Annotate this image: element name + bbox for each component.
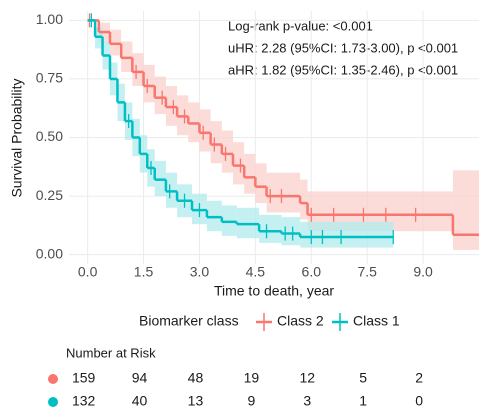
y-axis-label: Survival Probability [9,78,25,197]
risk-count: 159 [72,370,96,386]
ci-band [255,163,267,204]
ci-band [210,121,222,164]
y-tick-label: 1.00 [36,11,63,27]
x-axis-label: Time to death, year [214,283,334,299]
risk-count: 94 [132,370,148,386]
x-tick-label: 1.5 [134,264,154,280]
x-tick-label: 4.5 [246,264,266,280]
ci-band [259,214,282,243]
ci-band [244,153,256,194]
x-tick-label: 7.5 [357,264,377,280]
risk-count: 0 [415,393,423,409]
ci-band [281,217,301,246]
x-tick-label: 3.0 [190,264,210,280]
risk-group-marker [48,374,58,384]
risk-count: 2 [415,370,423,386]
x-tick-label: 0.0 [78,264,98,280]
risk-count: 40 [132,393,148,409]
ci-band [132,53,144,86]
ci-band [199,109,211,152]
ci-band [143,64,155,103]
risk-count: 3 [303,393,311,409]
risk-count: 132 [72,393,96,409]
ci-band [221,130,233,173]
risk-count: 5 [359,370,367,386]
legend-label: Class 1 [353,313,400,329]
risk-count: 9 [247,393,255,409]
ci-band [452,170,479,250]
ci-band [154,76,166,115]
risk-count: 13 [188,393,204,409]
annotation: Log-rank p-value: <0.001 [228,18,373,33]
annotation: aHR: 1.82 (95%CI: 1.35-2.46), p <0.001 [228,62,458,77]
risk-count: 12 [299,370,315,386]
y-tick-label: 0.25 [36,187,63,203]
risk-group-marker [48,397,58,407]
y-tick-label: 0.75 [36,70,63,86]
risk-count: 48 [188,370,204,386]
ci-band [300,221,394,248]
legend-title: Biomarker class [139,313,239,329]
x-tick-label: 9.0 [413,264,433,280]
legend-label: Class 2 [277,313,324,329]
ci-band [300,179,308,220]
risk-count: 1 [359,393,367,409]
ci-band [233,142,245,185]
y-tick-label: 0.50 [36,128,63,144]
ci-band [266,172,301,213]
annotation: uHR: 2.28 (95%CI: 1.73-3.00), p <0.001 [228,40,458,55]
y-tick-label: 0.00 [36,245,63,261]
x-tick-label: 6.0 [302,264,322,280]
risk-count: 19 [244,370,260,386]
risk-table-title: Number at Risk [66,345,156,360]
